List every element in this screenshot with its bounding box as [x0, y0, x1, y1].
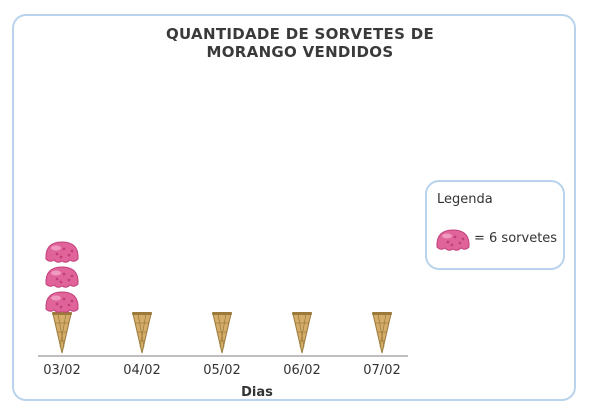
- scoops-group: [45, 241, 79, 313]
- cones-group: [52, 312, 392, 354]
- x-axis-label: Dias: [241, 385, 273, 400]
- chart-title-line-2: MORANGO VENDIDOS: [206, 43, 394, 61]
- legend-text: = 6 sorvetes: [474, 231, 558, 246]
- scoop-03-02-2: [45, 266, 79, 288]
- x-tick-label: 04/02: [123, 363, 160, 378]
- scoop-03-02-3: [45, 241, 79, 263]
- cone-06-02: [292, 312, 312, 354]
- cone-04-02: [132, 312, 152, 354]
- x-tick-label: 03/02: [43, 363, 80, 378]
- legend-scoop: [436, 229, 470, 251]
- scoop-03-02-1: [45, 291, 79, 313]
- legend-title: Legenda: [437, 192, 493, 207]
- x-tick-label: 05/02: [203, 363, 240, 378]
- legend-scoop-icon: [436, 229, 470, 251]
- x-tick-label: 07/02: [363, 363, 400, 378]
- legend-box: Legenda = 6 sorvetes: [425, 180, 565, 270]
- x-tick-label: 06/02: [283, 363, 320, 378]
- chart-title-line-1: QUANTIDADE DE SORVETES DE: [165, 25, 434, 43]
- cone-05-02: [212, 312, 232, 354]
- cone-07-02: [372, 312, 392, 354]
- tick-labels-group: 03/02 04/02 05/02 06/02 07/02: [43, 363, 400, 378]
- cone-03-02: [52, 312, 72, 354]
